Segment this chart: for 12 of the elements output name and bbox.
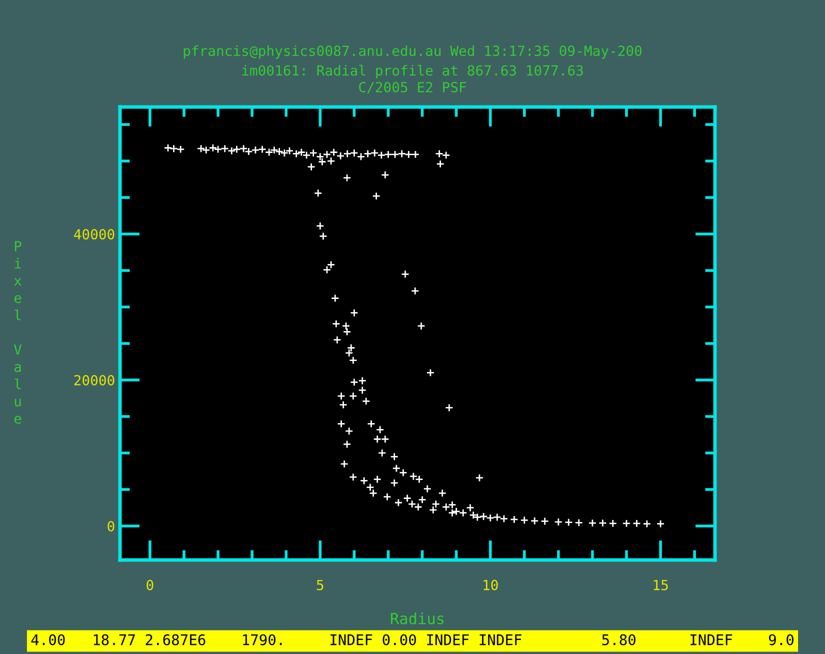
text: Pixel Value [14, 241, 22, 424]
x-tick-label: 10 [484, 580, 498, 590]
text: 4.00 18.77 2.687E6 1790. INDEF 0.00 INDEF INDEF 5.80 INDEF 9.0 [31, 634, 794, 646]
x-tick-label: 15 [654, 580, 668, 590]
x-tick-label: 5 [316, 580, 324, 590]
chart-title: pfrancis@physics0087.anu.edu.au Wed 13:17:35 09-May-200 [184, 45, 642, 59]
y-tick-label: 40000 [74, 229, 114, 240]
y-tick-label: 20000 [74, 375, 114, 386]
chart-subtitle: im00161: Radial profile at 867.63 1077.63 C/2005 E2 PSF [242, 64, 583, 94]
y-tick-label: 0 [108, 520, 114, 532]
x-tick-label: 0 [146, 580, 154, 590]
x-axis-title: Radius [390, 612, 444, 624]
